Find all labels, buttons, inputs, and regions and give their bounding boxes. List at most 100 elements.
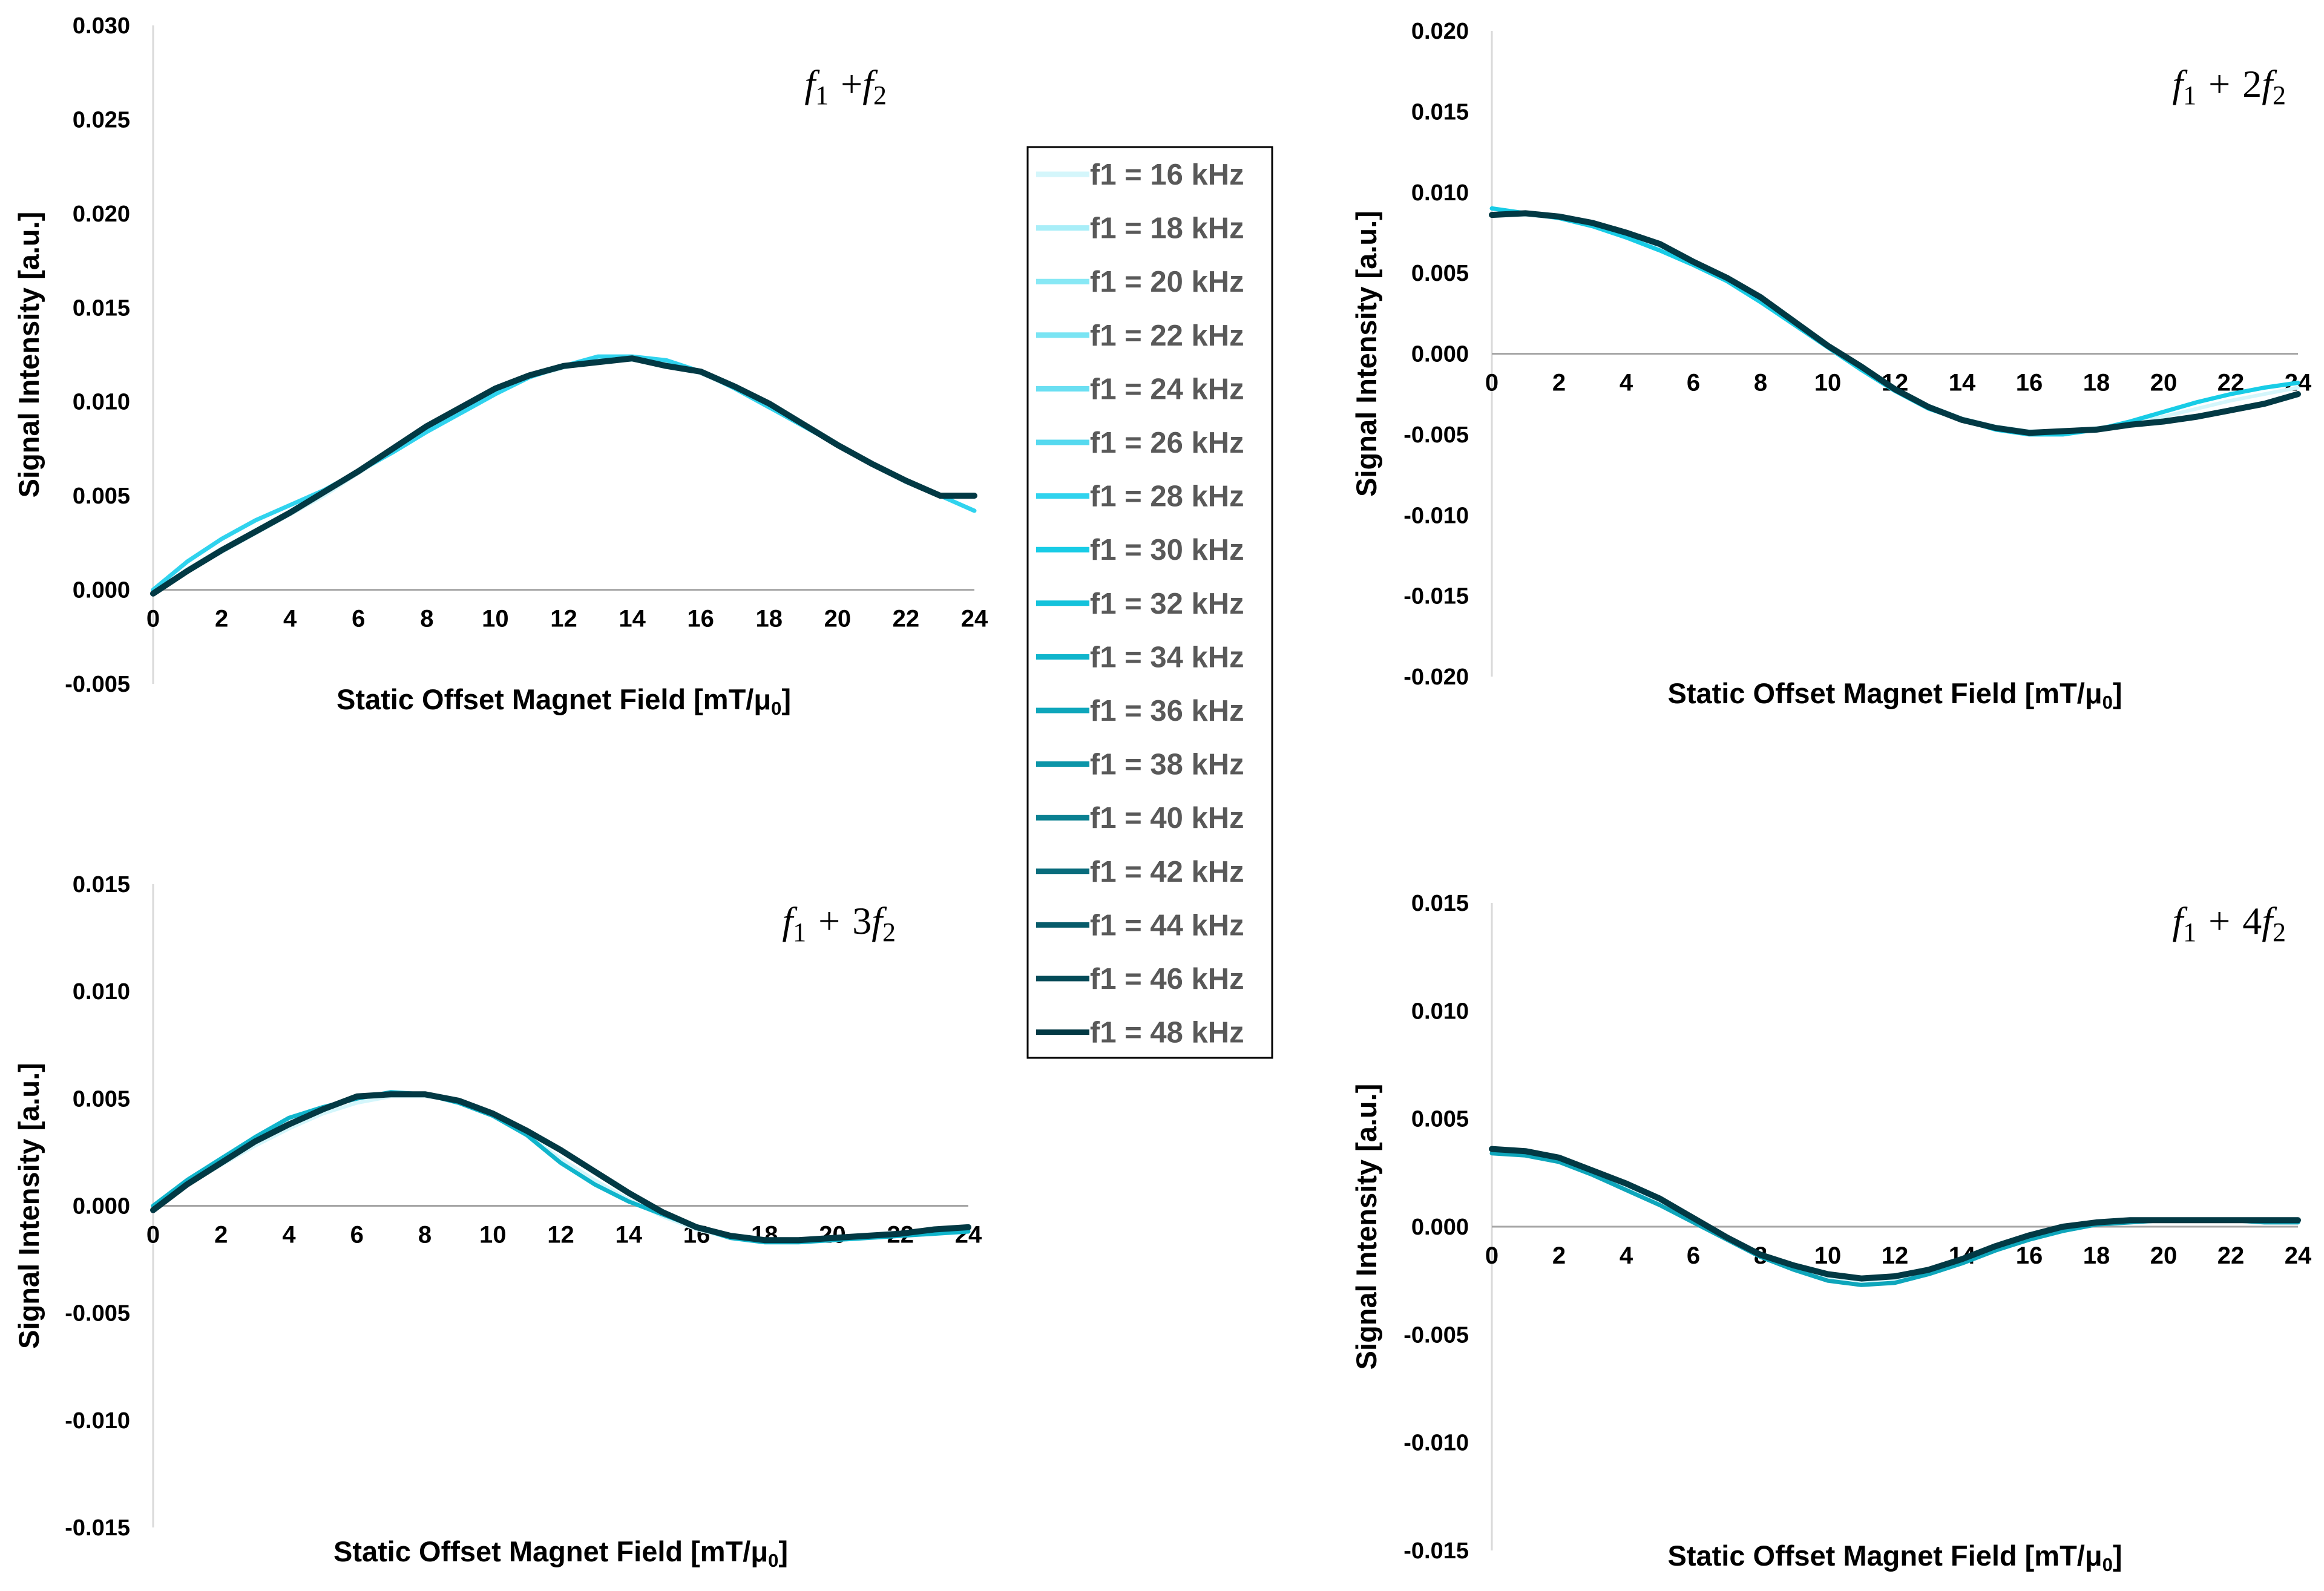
series-line — [1489, 206, 2300, 437]
x-tick-label: 0 — [146, 1222, 160, 1248]
panel-f1-plus-4f2: -0.015 -0.010 -0.005 0.000 0.005 0.010 0.015 0 2… — [1350, 891, 2312, 1575]
series-line — [1489, 210, 2301, 436]
y-tick-label: 0.030 — [73, 13, 130, 39]
y-axis-label: Signal Intensity [a.u.] — [1350, 211, 1382, 497]
x-tick-label: 8 — [418, 1222, 432, 1248]
series-line — [150, 1091, 971, 1244]
y-axis-label: Signal Intensity [a.u.] — [1350, 1084, 1382, 1370]
series-line — [151, 1090, 971, 1245]
legend: f1 = 16 kHz f1 = 18 kHz f1 = 20 kHz f1 = 22… — [1026, 146, 1273, 1059]
x-tick-label: 2 — [1552, 1242, 1566, 1269]
legend-label: f1 = 36 kHz — [1090, 695, 1244, 727]
x-tick-label: 18 — [2083, 1242, 2110, 1269]
y-tick-label: 0.005 — [73, 484, 130, 509]
legend-label: f1 = 34 kHz — [1090, 641, 1244, 674]
y-tick-label: -0.010 — [1403, 503, 1469, 528]
y-tick-label: -0.005 — [1403, 422, 1469, 448]
x-tick-label: 4 — [1620, 370, 1633, 396]
y-tick-label: 0.020 — [1411, 19, 1469, 44]
x-tick-label: 24 — [961, 606, 988, 632]
y-tick-label: 0.020 — [73, 202, 130, 227]
x-tick-label: 24 — [2285, 1242, 2312, 1269]
legend-label: f1 = 42 kHz — [1090, 856, 1244, 888]
x-tick-label: 18 — [2083, 370, 2110, 396]
x-tick-label: 6 — [350, 1222, 364, 1248]
y-tick-label: 0.005 — [1411, 1107, 1469, 1132]
x-tick-label: 20 — [2150, 1242, 2178, 1269]
y-tick-label: 0.015 — [73, 295, 130, 321]
y-tick-label: 0.000 — [73, 1194, 130, 1219]
y-tick-label: -0.005 — [65, 672, 130, 697]
legend-label: f1 = 38 kHz — [1090, 749, 1244, 781]
legend-label: f1 = 30 kHz — [1090, 534, 1244, 566]
x-tick-label: 4 — [282, 1222, 296, 1248]
legend-label: f1 = 40 kHz — [1090, 802, 1244, 835]
x-tick-label: 22 — [893, 606, 920, 632]
x-axis-label: Static Offset Magnet Field [mT/μ0] — [1667, 1540, 2122, 1575]
legend-label: f1 = 44 kHz — [1090, 909, 1244, 942]
series-line — [151, 354, 977, 592]
y-tick-label: 0.015 — [73, 872, 130, 897]
x-tick-label: 10 — [1814, 1242, 1842, 1269]
y-tick-label: 0.000 — [1411, 342, 1469, 367]
legend-label: f1 = 22 kHz — [1090, 320, 1244, 352]
x-axis-label: Static Offset Magnet Field [mT/μ0] — [333, 1535, 788, 1571]
y-tick-label: 0.010 — [1411, 180, 1469, 206]
x-tick-label: 0 — [1485, 1242, 1498, 1269]
x-tick-label: 2 — [215, 606, 228, 632]
x-tick-label: 12 — [1882, 1242, 1909, 1269]
x-tick-label: 16 — [2016, 370, 2043, 396]
legend-label: f1 = 48 kHz — [1090, 1017, 1244, 1049]
y-tick-label: 0.005 — [1411, 261, 1469, 286]
x-tick-label: 14 — [1949, 370, 1976, 396]
x-tick-label: 14 — [615, 1222, 643, 1248]
x-tick-label: 10 — [482, 606, 509, 632]
x-tick-label: 18 — [756, 606, 783, 632]
panel-title: f1 +f2 — [804, 62, 887, 110]
y-tick-label: -0.010 — [1403, 1431, 1469, 1456]
x-tick-label: 22 — [2217, 1242, 2245, 1269]
x-tick-label: 4 — [283, 606, 297, 632]
y-axis-label: Signal Intensity [a.u.] — [13, 1063, 45, 1349]
panel-title: f1 +4f2 — [2172, 899, 2286, 947]
x-tick-label: 20 — [2150, 370, 2178, 396]
y-tick-label: 0.025 — [73, 107, 130, 133]
x-tick-label: 6 — [1687, 370, 1700, 396]
series-line — [1489, 1146, 2301, 1282]
legend-label: f1 = 28 kHz — [1090, 481, 1244, 513]
series-line — [151, 1094, 970, 1244]
y-tick-label: 0.010 — [1411, 999, 1469, 1024]
panel-f1-plus-3f2: -0.015 -0.010 -0.005 0.000 0.005 0.010 0.015 0 2… — [13, 872, 982, 1571]
y-tick-label: 0.000 — [73, 578, 130, 603]
x-tick-label: 12 — [550, 606, 577, 632]
x-tick-label: 16 — [2016, 1242, 2043, 1269]
y-tick-label: -0.005 — [65, 1301, 130, 1327]
panel-f1-plus-2f2: -0.020 -0.015 -0.010 -0.005 0.000 0.005 0.010 0… — [1350, 19, 2312, 713]
panel-title: f1 +2f2 — [2172, 62, 2286, 110]
x-tick-label: 10 — [479, 1222, 507, 1248]
y-tick-label: -0.015 — [1403, 584, 1469, 609]
y-tick-label: 0.000 — [1411, 1215, 1469, 1240]
x-tick-label: 6 — [352, 606, 365, 632]
x-tick-label: 14 — [619, 606, 646, 632]
legend-label: f1 = 46 kHz — [1090, 963, 1244, 996]
series-line — [150, 355, 977, 597]
x-tick-label: 20 — [824, 606, 852, 632]
x-tick-label: 2 — [1552, 370, 1566, 396]
legend-label: f1 = 24 kHz — [1090, 373, 1244, 405]
x-tick-label: 6 — [1687, 1242, 1700, 1269]
x-axis-label: Static Offset Magnet Field [mT/μ0] — [1667, 677, 2122, 713]
panel-f1-plus-f2: -0.005 0.000 0.005 0.010 0.015 0.020 0.025 0.03… — [13, 13, 988, 719]
legend-label: f1 = 26 kHz — [1090, 427, 1244, 459]
x-tick-label: 0 — [1485, 370, 1498, 396]
y-tick-label: 0.005 — [73, 1086, 130, 1112]
y-tick-label: -0.015 — [65, 1515, 130, 1541]
y-tick-label: -0.010 — [65, 1408, 130, 1434]
y-axis-label: Signal Intensity [a.u.] — [13, 212, 45, 498]
legend-label: f1 = 32 kHz — [1090, 588, 1244, 620]
y-tick-label: 0.015 — [1411, 99, 1469, 125]
legend-label: f1 = 16 kHz — [1090, 159, 1244, 191]
panel-title: f1 +3f2 — [782, 899, 896, 947]
x-tick-label: 8 — [1754, 370, 1767, 396]
